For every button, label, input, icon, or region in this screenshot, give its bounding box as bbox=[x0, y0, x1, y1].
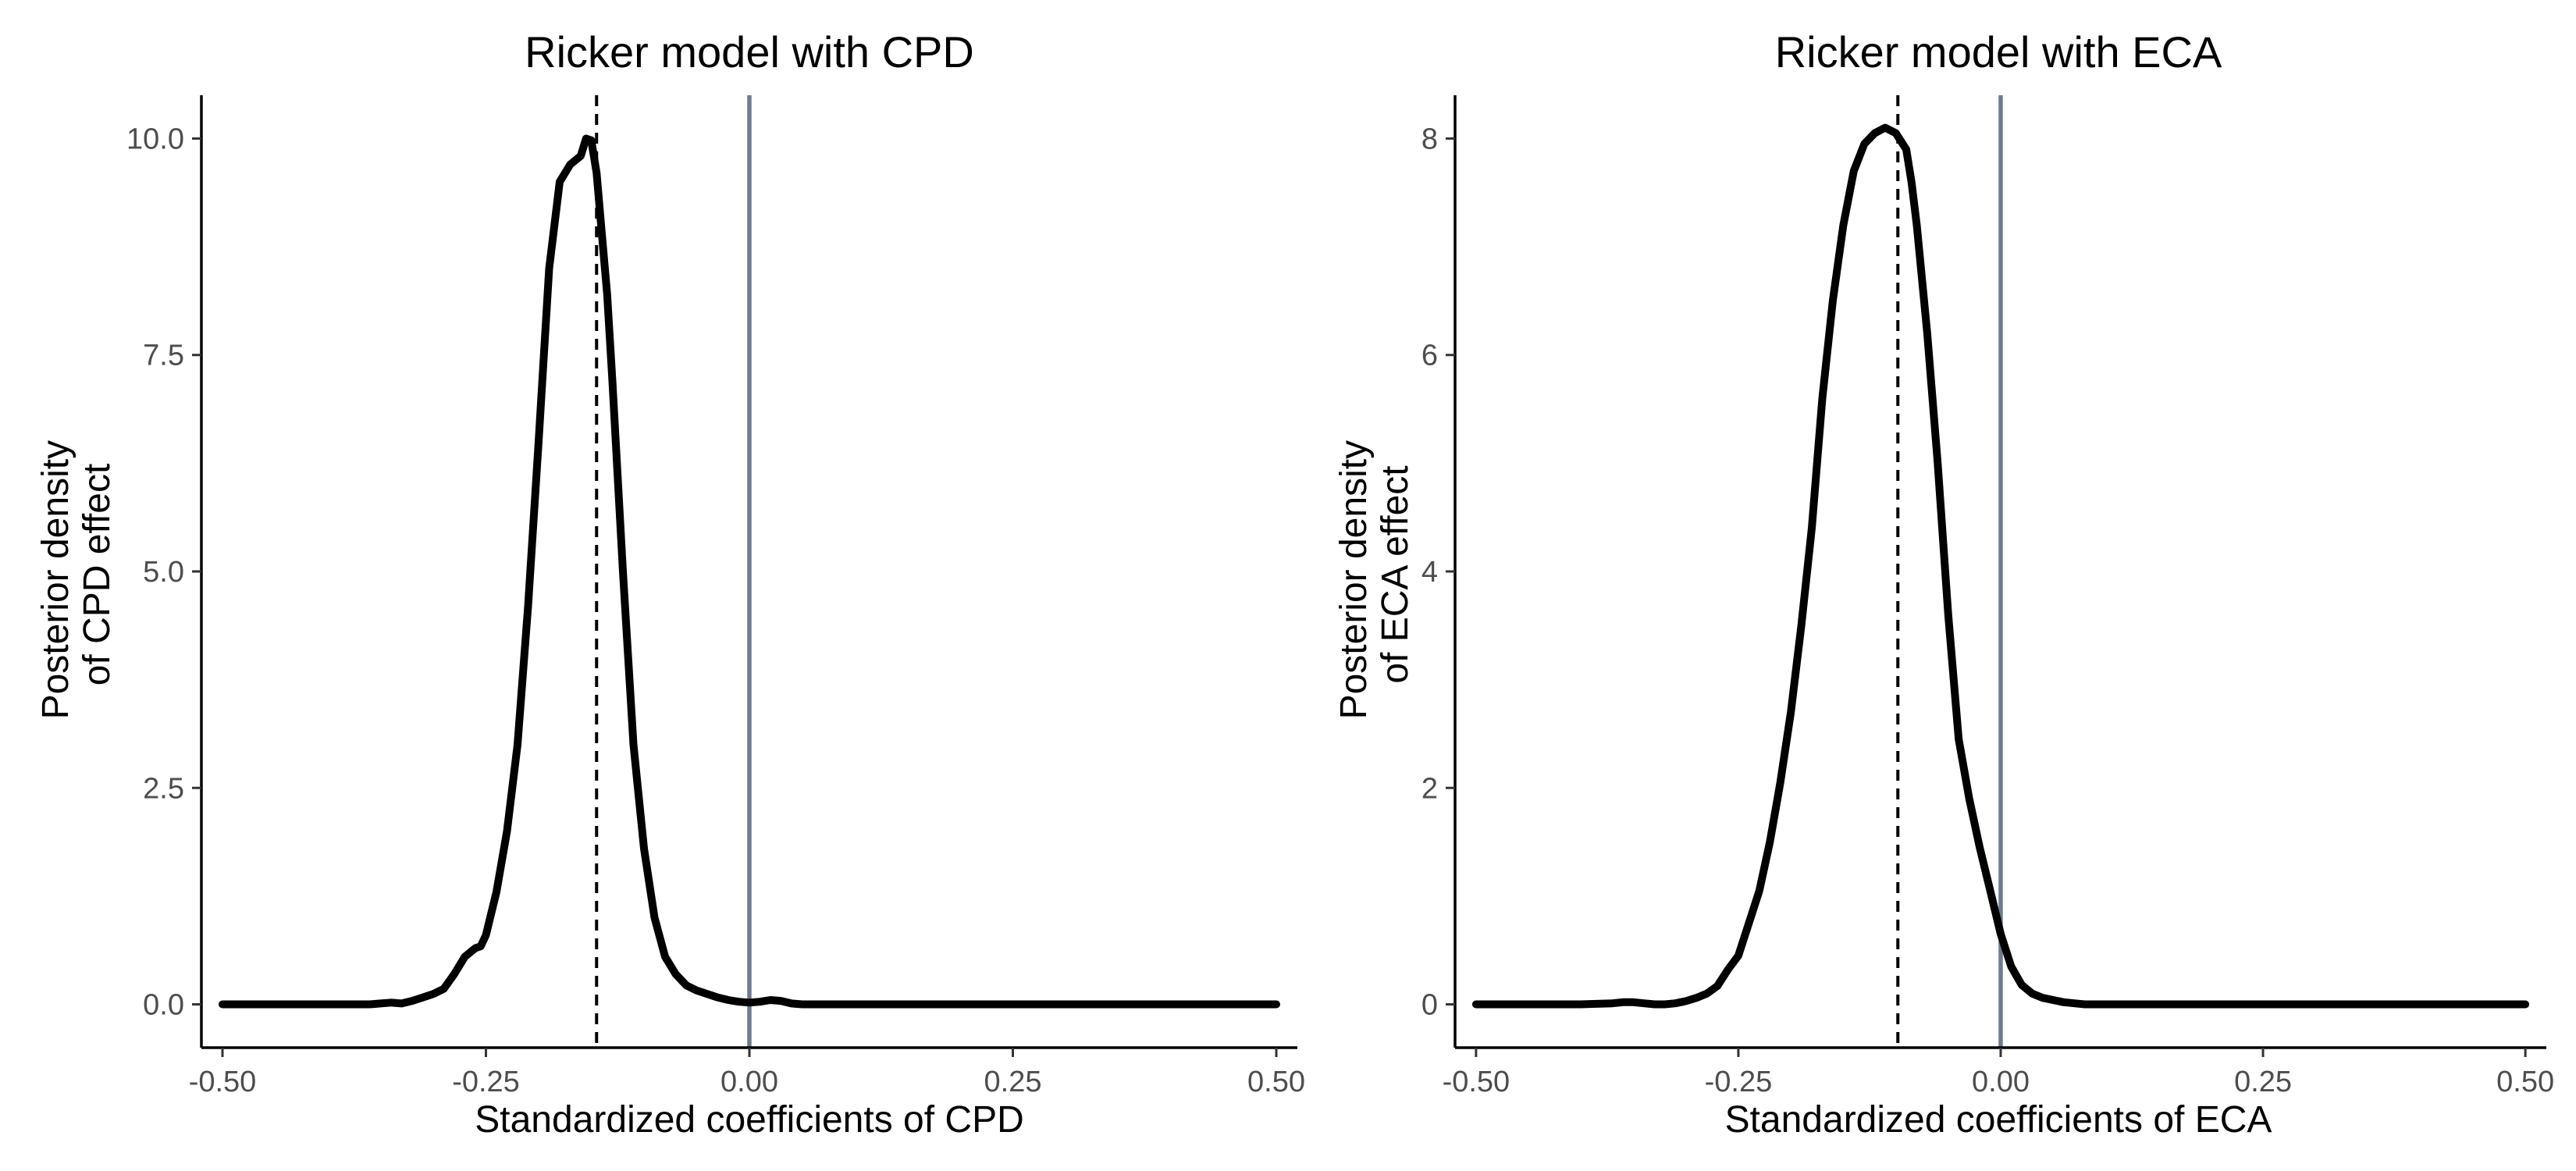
panel-cpd: Ricker model with CPD -0.50 -0.25 0.00 0.25… bbox=[35, 27, 1305, 1141]
plot-area-cpd bbox=[219, 95, 1280, 1048]
y-tick-label: 4 bbox=[1421, 556, 1438, 589]
x-tick-label: -0.25 bbox=[452, 1066, 520, 1098]
x-tick-label: -0.50 bbox=[189, 1066, 257, 1098]
y-tick-label: 7.5 bbox=[143, 340, 184, 372]
x-tick-label: 0.00 bbox=[720, 1066, 778, 1098]
x-axis-title-eca: Standardized coefficients of ECA bbox=[1725, 1099, 2272, 1141]
y-axis-title-line-2: of ECA effect bbox=[1375, 465, 1416, 683]
y-ticks-eca: 0 2 4 6 8 bbox=[1421, 123, 1455, 1022]
y-tick-label: 0.0 bbox=[143, 989, 184, 1022]
y-axis-title-line-1: Posterior density bbox=[1333, 440, 1375, 720]
x-axis-title-cpd: Standardized coefficients of CPD bbox=[475, 1099, 1024, 1141]
x-tick-label: 0.25 bbox=[984, 1066, 1042, 1098]
y-tick-label: 10.0 bbox=[126, 123, 184, 155]
y-tick-label: 2.5 bbox=[143, 772, 184, 805]
panel-title-cpd: Ricker model with CPD bbox=[525, 27, 974, 77]
y-axis-title-line-2: of CPD effect bbox=[76, 464, 118, 686]
x-tick-label: 0.00 bbox=[1972, 1066, 2030, 1098]
density-curve-eca bbox=[1471, 123, 2530, 1009]
x-tick-label: 0.25 bbox=[2234, 1066, 2292, 1098]
x-tick-label: -0.25 bbox=[1705, 1066, 1773, 1098]
y-tick-label: 2 bbox=[1421, 772, 1438, 805]
y-tick-label: 8 bbox=[1421, 123, 1438, 155]
y-axis-title-cpd: Posterior density of CPD effect bbox=[35, 430, 118, 720]
x-ticks-eca: -0.50 -0.25 0.00 0.25 0.50 bbox=[1443, 1048, 2554, 1098]
panel-title-eca: Ricker model with ECA bbox=[1775, 27, 2222, 77]
y-tick-label: 6 bbox=[1421, 340, 1438, 372]
y-tick-label: 5.0 bbox=[143, 556, 184, 589]
x-ticks-cpd: -0.50 -0.25 0.00 0.25 0.50 bbox=[189, 1048, 1305, 1098]
panel-eca: Ricker model with ECA -0.50 -0.25 0.00 0.25… bbox=[1333, 27, 2554, 1141]
y-axis-title-eca: Posterior density of ECA effect bbox=[1333, 430, 1416, 720]
x-tick-label: 0.50 bbox=[2496, 1066, 2554, 1098]
density-curve-cpd bbox=[219, 134, 1280, 1009]
y-ticks-cpd: 0.0 2.5 5.0 7.5 10.0 bbox=[126, 123, 201, 1022]
x-tick-label: -0.50 bbox=[1443, 1066, 1510, 1098]
plot-area-eca bbox=[1471, 95, 2530, 1048]
y-axis-title-line-1: Posterior density bbox=[35, 440, 76, 720]
x-tick-label: 0.50 bbox=[1247, 1066, 1305, 1098]
y-tick-label: 0 bbox=[1421, 989, 1438, 1022]
